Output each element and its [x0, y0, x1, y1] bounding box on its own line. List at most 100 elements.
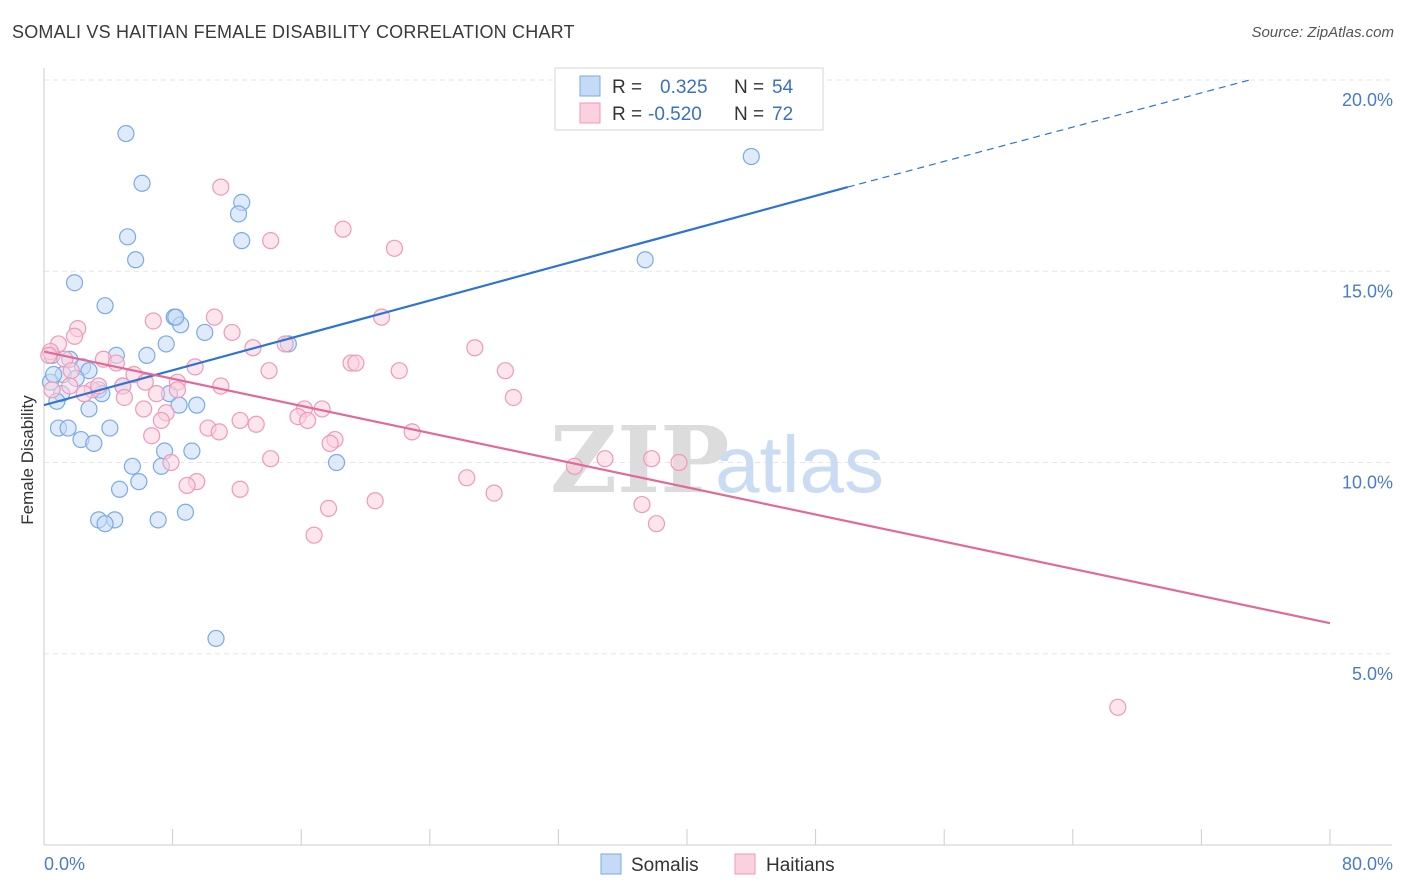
haitians-trend-line — [43, 350, 1331, 625]
somalis-point-38 — [123, 457, 142, 475]
haitians-point-44 — [231, 411, 249, 430]
somalis-point-41 — [130, 473, 148, 491]
gridlines — [44, 79, 1390, 655]
bottom-legend-swatch-somalis — [600, 853, 622, 875]
trend-lines — [43, 79, 1331, 625]
somalis-point-49 — [742, 147, 760, 166]
tick-labels: 5.0% 10.0% 15.0% 20.0% 0.0% 80.0% — [44, 90, 1393, 874]
haitians-point-61 — [231, 480, 249, 498]
legend-r-haitians: -0.520 — [648, 104, 702, 125]
y-tick-label-0: 5.0% — [1352, 664, 1393, 684]
haitians-point-24 — [62, 362, 80, 380]
somalis-point-42 — [110, 480, 129, 498]
somalis-point-52 — [45, 365, 63, 384]
somalis-point-1 — [133, 174, 151, 192]
y-axis-label: Female Disability — [18, 395, 37, 525]
data-points — [40, 124, 1127, 716]
y-tick-label-2: 15.0% — [1342, 281, 1393, 301]
somalis-point-30 — [80, 400, 98, 418]
haitians-point-30 — [61, 377, 79, 395]
haitians-point-42 — [152, 411, 170, 430]
somalis-point-5 — [233, 232, 251, 250]
haitians-point-69 — [40, 346, 58, 364]
legend-r-label-haitians: R = — [612, 104, 642, 125]
correlation-legend: R = 0.325 N = 54 R = -0.520 N = 72 — [554, 67, 824, 131]
source-credit: Source: ZipAtlas.com — [1251, 24, 1394, 41]
haitians-point-71 — [147, 385, 166, 403]
haitians-point-43 — [299, 411, 317, 430]
legend-r-label-somalis: R = — [612, 77, 642, 98]
haitians-point-51 — [321, 434, 339, 452]
x-tick-label-0: 0.0% — [44, 854, 85, 874]
somalis-point-12 — [157, 335, 175, 353]
somalis-point-37 — [183, 442, 201, 460]
somalis-point-40 — [327, 453, 346, 472]
series-legend: Somalis Haitians — [600, 853, 835, 876]
haitians-point-60 — [178, 476, 196, 495]
somalis-point-0 — [117, 124, 135, 143]
somalis-point-6 — [127, 251, 145, 269]
legend-n-label-haitians: N = — [734, 104, 764, 125]
watermark-atlas: atlas — [715, 420, 884, 509]
legend-swatch-haitians — [579, 102, 601, 124]
haitians-point-0 — [212, 178, 230, 196]
x-tick-label-1: 80.0% — [1342, 854, 1393, 874]
haitians-point-66 — [647, 515, 666, 533]
haitians-point-13 — [466, 339, 484, 357]
y-tick-label-3: 20.0% — [1342, 90, 1393, 110]
legend-n-haitians: 72 — [772, 104, 793, 125]
somalis-point-11 — [196, 323, 214, 342]
somalis-point-46 — [149, 511, 167, 529]
haitians-point-47 — [210, 423, 228, 441]
bottom-legend-swatch-haitians — [734, 853, 756, 875]
haitians-point-22 — [390, 362, 408, 380]
haitians-point-6 — [144, 312, 162, 330]
somalis-point-33 — [101, 419, 119, 437]
haitians-point-45 — [247, 415, 265, 433]
y-tick-label-1: 10.0% — [1342, 473, 1393, 493]
somalis-point-8 — [96, 297, 114, 315]
haitians-point-29 — [212, 377, 230, 395]
axes — [43, 68, 1392, 846]
legend-r-somalis: 0.325 — [660, 77, 708, 98]
haitians-point-21 — [260, 362, 278, 380]
legend-n-label-somalis: N = — [734, 77, 764, 98]
chart-title: SOMALI VS HAITIAN FEMALE DISABILITY CORR… — [12, 22, 575, 42]
somalis-point-29 — [188, 396, 206, 414]
somalis-trend-line — [43, 186, 849, 407]
somalis-point-51 — [167, 308, 185, 326]
haitians-point-65 — [319, 499, 338, 517]
haitians-point-48 — [403, 423, 421, 441]
somalis-point-48 — [207, 629, 225, 648]
legend-swatch-somalis — [579, 75, 601, 97]
haitians-point-64 — [633, 495, 651, 514]
haitians-point-37 — [135, 400, 153, 418]
haitians-point-35 — [115, 388, 133, 407]
haitians-point-19 — [347, 354, 365, 372]
haitians-point-32 — [43, 381, 61, 399]
haitians-point-58 — [458, 469, 476, 487]
somalis-point-47 — [96, 515, 114, 533]
haitians-point-23 — [496, 362, 514, 380]
haitians-point-54 — [643, 450, 661, 468]
haitians-point-8 — [65, 327, 84, 345]
haitians-point-52 — [262, 450, 280, 468]
haitians-point-33 — [168, 381, 187, 399]
haitians-point-3 — [385, 239, 404, 257]
haitians-point-49 — [143, 427, 161, 445]
somalis-point-16 — [138, 346, 156, 364]
somalis-point-19 — [80, 362, 98, 380]
haitians-point-56 — [162, 453, 180, 472]
haitians-point-55 — [670, 453, 688, 472]
somalis-point-32 — [59, 419, 77, 437]
haitians-point-62 — [485, 484, 503, 502]
somalis-point-7 — [65, 274, 84, 292]
somalis-point-35 — [85, 434, 103, 452]
haitians-point-2 — [262, 232, 280, 250]
haitians-point-57 — [565, 457, 584, 475]
somalis-point-4 — [118, 228, 137, 246]
somalis-trend-extension — [847, 79, 1250, 188]
somalis-point-50 — [636, 251, 654, 269]
haitians-point-68 — [1109, 698, 1127, 716]
